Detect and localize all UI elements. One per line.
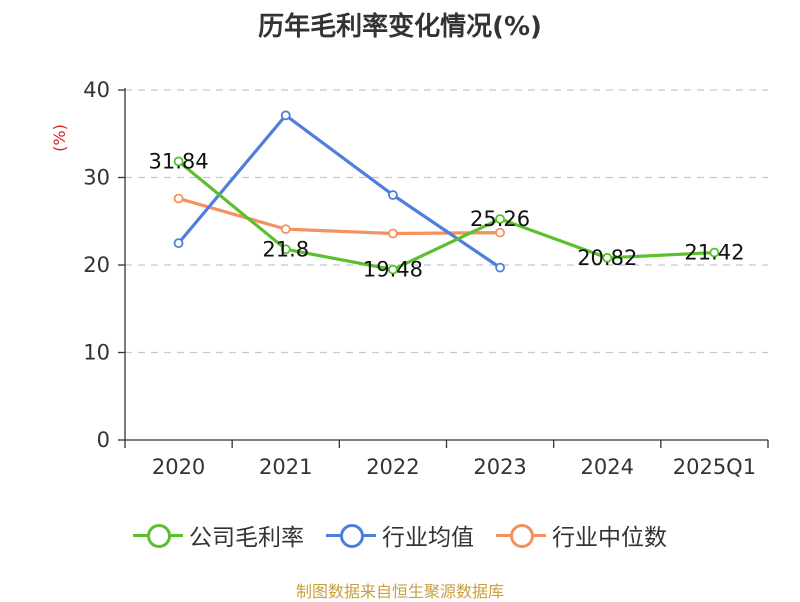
grid-lines <box>125 89 768 354</box>
y-tick-label-2: 20 <box>83 253 110 277</box>
series-0-point-1 <box>280 244 291 255</box>
data-label-0: 31.84 <box>149 149 209 173</box>
y-tick-label-1: 10 <box>83 341 110 365</box>
series-0-point-5 <box>709 247 720 258</box>
series-0-point-2 <box>388 264 398 275</box>
legend-label-industry-median: 行业中位数 <box>552 525 667 551</box>
series-lines <box>173 110 720 275</box>
line-chart: 0 10 20 30 40 2020 2021 2022 2023 2024 2025Q1 31.8… <box>83 78 769 479</box>
legend-label-company: 公司毛利率 <box>189 525 304 551</box>
x-tick-label-0: 2020 <box>152 455 205 479</box>
series-2-point-2 <box>388 228 398 239</box>
data-label-3: 25.26 <box>470 207 530 231</box>
x-tick-label-5: 2025Q1 <box>673 455 756 479</box>
data-label-5: 21.42 <box>684 241 744 265</box>
series-1-point-3 <box>495 262 505 273</box>
series-line-1 <box>177 113 501 269</box>
y-tick-label-4: 40 <box>83 78 110 102</box>
source-note: 制图数据来自恒生聚源数据库 <box>295 582 504 601</box>
series-1-point-0 <box>173 238 184 249</box>
x-tick-label-2: 2022 <box>366 455 419 479</box>
data-label-1: 21.8 <box>262 237 309 261</box>
chart-title: 历年毛利率变化情况(%) <box>258 12 542 42</box>
legend-label-industry-mean: 行业均值 <box>382 525 474 551</box>
series-line-2 <box>178 196 501 236</box>
legend-swatch-company <box>133 523 183 548</box>
legend-item-industry-mean[interactable]: 行业均值 <box>326 518 474 552</box>
series-2-point-1 <box>280 224 291 235</box>
legend-swatch-industry-mean <box>326 523 376 548</box>
series-line-0 <box>177 160 715 272</box>
legend-item-company[interactable]: 公司毛利率 <box>133 518 304 552</box>
data-labels: 31.84 21.8 19.48 25.26 20.82 21.42 <box>149 149 745 281</box>
y-tick-label-3: 30 <box>83 166 110 190</box>
x-tick-label-1: 2021 <box>259 455 312 479</box>
series-2-point-3 <box>495 227 505 238</box>
legend-swatch-industry-median <box>496 523 546 548</box>
series-0-point-3 <box>495 214 505 224</box>
legend: 公司毛利率 行业均值 行业中位数 <box>0 518 800 552</box>
x-tick-label-3: 2023 <box>473 455 526 479</box>
series-0-point-0 <box>173 156 184 167</box>
x-tick-label-4: 2024 <box>581 455 634 479</box>
axes: 0 10 20 30 40 2020 2021 2022 2023 2024 2025Q1 <box>83 78 769 479</box>
series-1-point-1 <box>280 110 291 121</box>
series-0-point-4 <box>602 252 613 263</box>
data-label-2: 19.48 <box>363 258 423 282</box>
legend-item-industry-median[interactable]: 行业中位数 <box>496 518 667 552</box>
y-tick-label-0: 0 <box>97 428 110 452</box>
series-2-point-0 <box>173 193 184 204</box>
data-label-4: 20.82 <box>577 246 637 270</box>
series-1-point-2 <box>388 190 398 200</box>
